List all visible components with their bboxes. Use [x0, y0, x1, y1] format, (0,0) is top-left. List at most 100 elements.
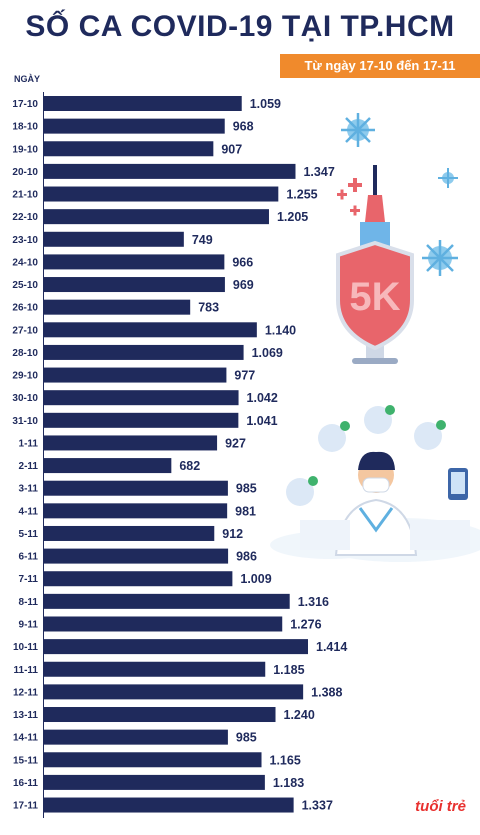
bar [44, 480, 228, 496]
bar [44, 729, 228, 745]
value-label: 912 [222, 527, 243, 541]
bar [44, 322, 257, 338]
category-label: 7-11 [19, 574, 39, 585]
bar [44, 277, 225, 293]
category-label: 27-10 [12, 325, 38, 336]
category-label: 28-10 [12, 348, 38, 359]
bar [44, 435, 218, 451]
value-label: 1.069 [252, 346, 283, 360]
category-label: 13-11 [13, 710, 38, 721]
bar [44, 639, 308, 655]
value-label: 986 [236, 550, 257, 564]
value-label: 1.059 [250, 97, 281, 111]
y-axis-line [43, 92, 44, 818]
bar [44, 503, 228, 519]
value-label: 1.009 [240, 572, 271, 586]
value-label: 907 [221, 142, 242, 156]
value-label: 985 [236, 731, 257, 745]
category-label: 6-11 [19, 552, 39, 563]
category-label: 14-11 [13, 733, 38, 744]
category-label: 12-11 [13, 687, 38, 698]
value-label: 1.240 [284, 708, 315, 722]
bar [44, 593, 290, 609]
category-label: 25-10 [12, 280, 38, 291]
value-label: 981 [235, 504, 256, 518]
category-label: 18-10 [12, 122, 38, 133]
bar [44, 186, 279, 202]
category-label: 30-10 [12, 393, 38, 404]
category-label: 11-11 [14, 665, 39, 676]
value-label: 1.041 [246, 414, 277, 428]
value-label: 1.255 [286, 188, 317, 202]
category-label: 2-11 [19, 461, 39, 472]
bar [44, 141, 214, 157]
value-label: 783 [198, 301, 219, 315]
bar [44, 774, 265, 790]
bar [44, 390, 239, 406]
value-label: 1.276 [290, 617, 321, 631]
bar [44, 571, 233, 587]
value-label: 969 [233, 278, 254, 292]
category-label: 29-10 [12, 371, 38, 382]
category-label: 23-10 [12, 235, 38, 246]
y-axis-label: NGÀY [14, 74, 41, 84]
value-label: 749 [192, 233, 213, 247]
bar [44, 412, 239, 428]
value-label: 1.183 [273, 776, 304, 790]
bar [44, 118, 225, 134]
date-range-badge: Từ ngày 17-10 đến 17-11 [280, 54, 480, 78]
value-label: 968 [233, 120, 254, 134]
value-label: 1.388 [311, 685, 342, 699]
value-label: 1.140 [265, 323, 296, 337]
bar [44, 209, 269, 225]
value-label: 1.337 [302, 799, 333, 813]
category-label: 15-11 [13, 755, 38, 766]
brand-logo: tuổi trẻ [415, 798, 466, 815]
bar [44, 231, 184, 247]
bar [44, 299, 191, 315]
category-label: 3-11 [19, 484, 39, 495]
bar [44, 525, 215, 541]
bar [44, 458, 172, 474]
bar [44, 684, 304, 700]
category-label: 17-10 [12, 99, 38, 110]
value-label: 985 [236, 482, 257, 496]
category-label: 1-11 [19, 438, 39, 449]
category-label: 21-10 [12, 190, 38, 201]
value-label: 682 [179, 459, 200, 473]
bar [44, 344, 244, 360]
value-label: 1.316 [298, 595, 329, 609]
value-label: 966 [232, 255, 253, 269]
value-label: 1.347 [303, 165, 334, 179]
page-title: SỐ CA COVID-19 TẠI TP.HCM [25, 10, 455, 43]
bar [44, 367, 227, 383]
category-label: 17-11 [13, 801, 38, 812]
bar [44, 548, 229, 564]
value-label: 1.185 [273, 663, 304, 677]
category-label: 8-11 [19, 597, 39, 608]
value-label: 1.042 [247, 391, 278, 405]
bar [44, 797, 294, 813]
category-label: 19-10 [12, 144, 38, 155]
value-label: 1.205 [277, 210, 308, 224]
category-label: 10-11 [13, 642, 38, 653]
category-label: 20-10 [12, 167, 38, 178]
bar [44, 616, 283, 632]
category-label: 16-11 [13, 778, 38, 789]
category-label: 4-11 [19, 506, 39, 517]
bar [44, 163, 296, 179]
bar [44, 661, 266, 677]
bar [44, 254, 225, 270]
bar [44, 752, 262, 768]
category-label: 5-11 [19, 529, 39, 540]
category-label: 26-10 [12, 303, 38, 314]
value-label: 1.414 [316, 640, 347, 654]
category-label: 22-10 [12, 212, 38, 223]
value-label: 977 [234, 369, 255, 383]
category-label: 24-10 [12, 257, 38, 268]
value-label: 927 [225, 436, 246, 450]
value-label: 1.165 [270, 753, 301, 767]
bar [44, 96, 242, 111]
bar [44, 707, 276, 723]
